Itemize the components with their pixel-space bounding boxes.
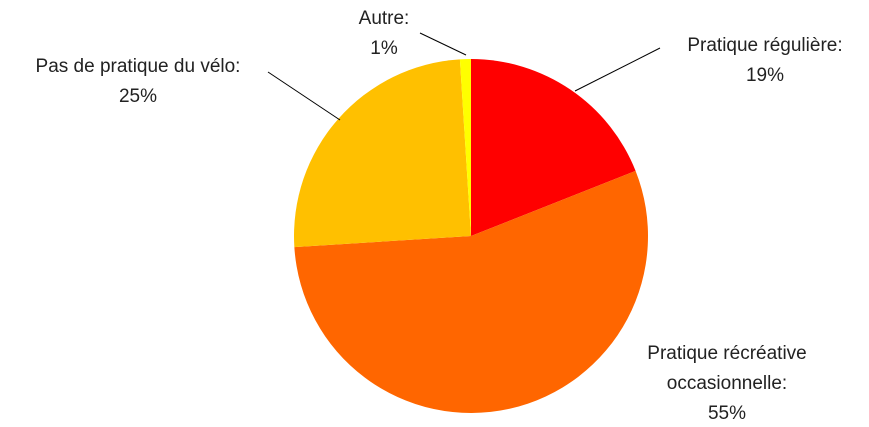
value-label: 1%	[370, 38, 398, 59]
pie-slice	[294, 170, 648, 414]
slice-label: Pas de pratique du vélo: 25%	[3, 52, 273, 112]
pie-slice	[471, 59, 636, 236]
category-label: Pratique récréative occasionnelle:	[647, 343, 807, 394]
category-label: Pas de pratique du vélo:	[35, 56, 241, 77]
category-label: Autre:	[358, 8, 410, 29]
leader-line	[267, 71, 341, 121]
slice-label: Pratique régulière: 19%	[650, 31, 869, 91]
pie-slice	[459, 59, 471, 236]
value-label: 55%	[707, 403, 747, 424]
category-label: Pratique régulière:	[687, 35, 843, 56]
leader-line	[574, 47, 661, 92]
leader-line	[419, 32, 467, 56]
value-label: 19%	[745, 65, 785, 86]
slice-label: Autre: 1%	[339, 4, 429, 64]
slice-label: Pratique récréative occasionnelle: 55%	[612, 339, 842, 427]
pie-slice	[294, 59, 471, 248]
value-label: 25%	[118, 86, 158, 107]
